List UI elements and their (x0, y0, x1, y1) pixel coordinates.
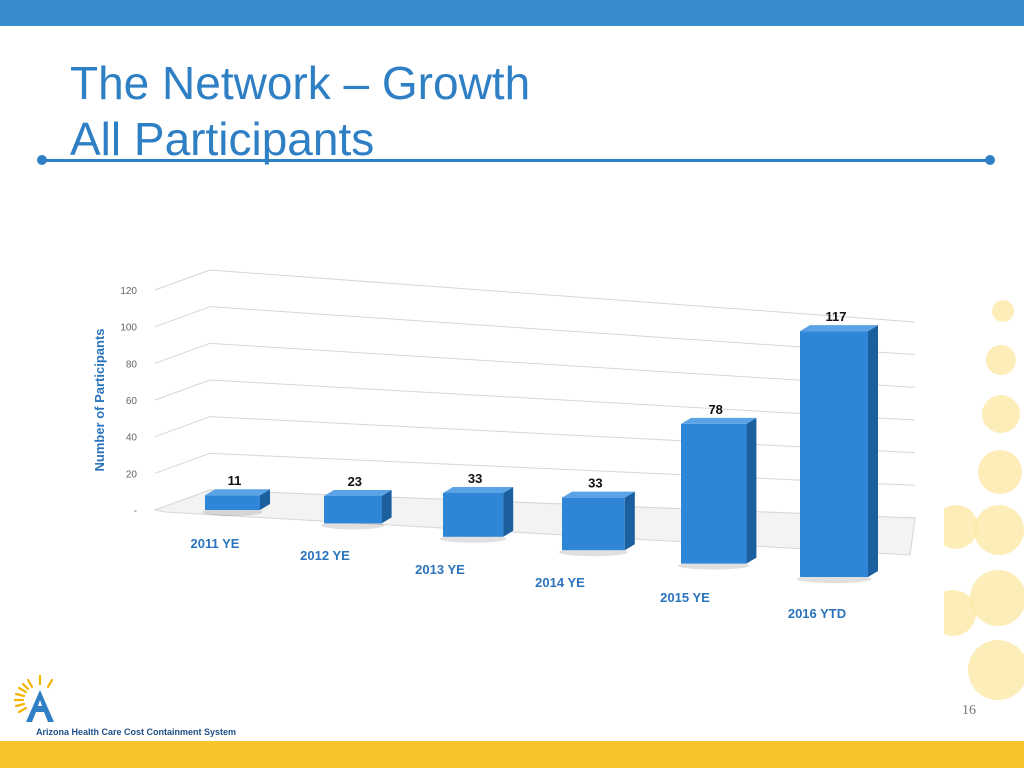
gridline (209, 306, 916, 356)
gridline (209, 452, 916, 486)
bar-top (443, 486, 514, 493)
decorative-dots (944, 290, 1024, 740)
y-tick-label: 80 (126, 359, 138, 370)
gridline (209, 269, 916, 323)
bar (443, 492, 504, 537)
logo-text: Arizona Health Care Cost Containment Sys… (36, 727, 237, 737)
bar (681, 423, 747, 564)
underline-right-dot (985, 155, 995, 165)
bar-top (800, 325, 878, 332)
top-bar (0, 0, 1024, 26)
x-tick-label: 2016 YTD (788, 606, 846, 621)
gridline-side (154, 379, 211, 401)
gridline-side (154, 416, 211, 438)
ahcccs-logo: Arizona Health Care Cost Containment Sys… (10, 672, 250, 738)
bottom-bar (0, 741, 1024, 768)
y-tick-label: - (134, 506, 137, 517)
bar-side (746, 417, 757, 564)
bar-side (624, 491, 635, 551)
sun-logo-icon (13, 674, 54, 722)
bar-side (503, 486, 514, 537)
bar (205, 495, 260, 510)
bar-top (681, 417, 757, 424)
bar-top (562, 491, 635, 498)
y-axis-title: Number of Participants (92, 328, 107, 471)
gridline-side (154, 342, 211, 364)
gridline-side (154, 306, 211, 328)
x-tick-label: 2011 YE (191, 536, 240, 551)
data-label: 117 (826, 309, 847, 324)
gridline-side (154, 452, 211, 474)
page-number: 16 (962, 703, 976, 718)
title-line-2: All Participants (70, 113, 375, 165)
bar (324, 495, 382, 524)
x-tick-label: 2015 YE (660, 590, 710, 605)
y-tick-label: 20 (126, 469, 138, 480)
bar-side (381, 489, 392, 524)
gridline (209, 379, 916, 421)
data-label: 78 (708, 402, 722, 417)
data-label: 23 (348, 474, 362, 489)
data-label: 33 (588, 476, 602, 491)
y-tick-label: 60 (126, 396, 138, 407)
bar-top (324, 489, 392, 496)
y-tick-label: 120 (120, 286, 137, 297)
gridline (209, 416, 916, 454)
x-tick-label: 2012 YE (300, 548, 350, 563)
gridline (209, 342, 916, 388)
x-tick-label: 2014 YE (535, 575, 585, 590)
bar (800, 331, 868, 577)
data-label: 33 (468, 471, 482, 486)
bar-top (205, 489, 270, 496)
bar-side (868, 325, 878, 577)
bar-side (260, 489, 270, 510)
title-underline (40, 159, 990, 162)
x-tick-label: 2013 YE (415, 562, 465, 577)
title-line-1: The Network – Growth (70, 57, 531, 109)
y-tick-label: 40 (126, 433, 138, 444)
bar (562, 497, 625, 551)
data-label: 11 (228, 473, 242, 488)
underline-left-dot (37, 155, 47, 165)
y-tick-label: 100 (120, 323, 137, 334)
gridline-side (154, 269, 211, 291)
slide-title: The Network – Growth All Participants (70, 55, 530, 167)
